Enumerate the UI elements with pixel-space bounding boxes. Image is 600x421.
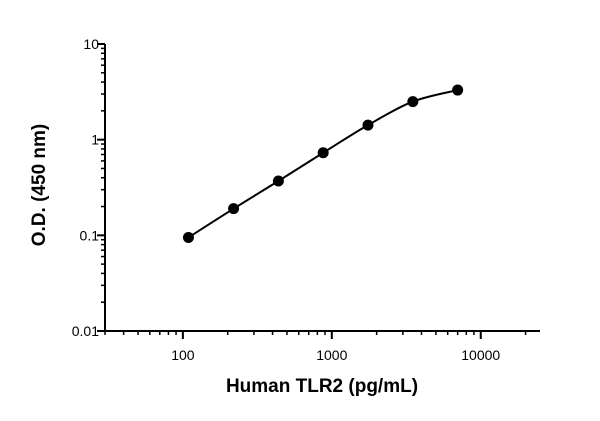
data-point [228,203,240,215]
data-point [182,231,194,243]
data-point [407,96,419,108]
y-tick-label: 10 [83,36,99,52]
x-tick-label: 100 [171,347,195,363]
x-tick-label: 1000 [316,347,347,363]
y-axis-title: O.D. (450 nm) [29,124,50,246]
data-point [272,175,284,187]
x-tick-label: 10000 [461,347,500,363]
y-tick-label: 1 [91,132,99,148]
fit-curve [187,89,458,239]
x-axis-ticks [104,331,527,339]
x-axis-title: Human TLR2 (pg/mL) [226,376,418,397]
y-tick-label: 0.1 [80,227,100,243]
data-points [182,84,464,243]
axes [104,44,540,332]
y-tick-label: 0.01 [72,323,99,339]
y-axis-ticks [97,43,105,332]
x-axis-tick-labels: 100 1000 10000 [171,347,500,363]
data-point [452,84,464,96]
data-point [317,147,329,159]
y-axis-tick-labels: 0.01 0.1 1 10 [72,36,99,339]
data-point [362,119,374,131]
